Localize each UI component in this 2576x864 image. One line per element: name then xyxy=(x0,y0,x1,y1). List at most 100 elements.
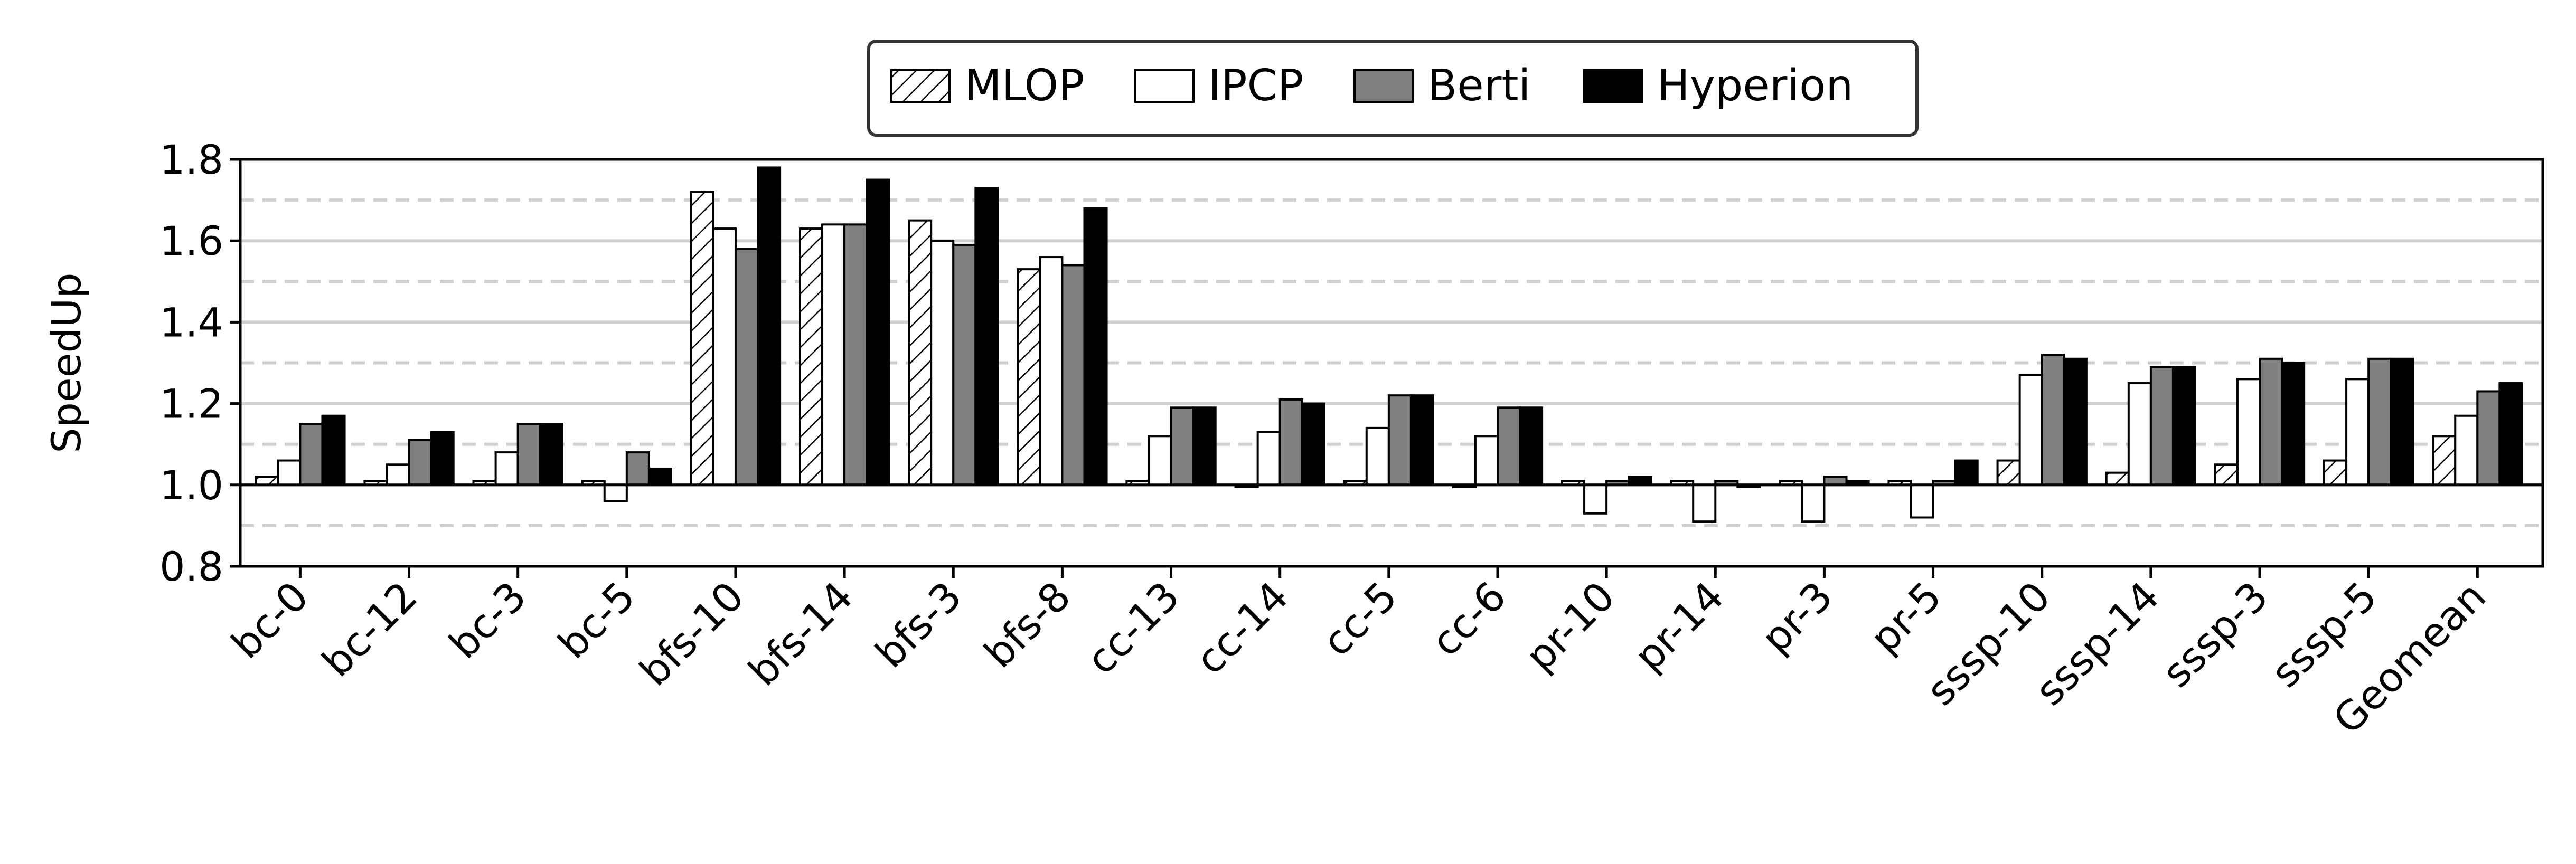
bar-mlop-bfs-8 xyxy=(1017,268,1041,486)
bar-hyperion-bc-0 xyxy=(321,414,346,486)
y-tick-label: 1.8 xyxy=(159,136,223,183)
bar-hyperion-bc-5 xyxy=(647,467,672,486)
bar-ipcp-bfs-8 xyxy=(1039,256,1064,486)
bar-ipcp-cc-13 xyxy=(1148,435,1172,486)
x-tick-label: cc-13 xyxy=(1077,573,1188,683)
x-tick-label: cc-5 xyxy=(1313,573,1406,666)
bar-berti-cc-5 xyxy=(1387,394,1412,486)
bar-ipcp-pr-10 xyxy=(1583,483,1608,515)
bar-hyperion-bc-12 xyxy=(430,431,455,486)
bar-berti-bc-3 xyxy=(516,423,541,486)
bar-hyperion-cc-13 xyxy=(1192,406,1217,486)
bar-berti-bc-0 xyxy=(299,423,324,486)
legend-label-hyperion: Hyperion xyxy=(1657,61,1853,111)
bar-berti-sssp-14 xyxy=(2149,366,2174,486)
bar-ipcp-bc-12 xyxy=(386,463,410,486)
bar-berti-bfs-14 xyxy=(843,223,868,486)
y-tick-label: 1.2 xyxy=(159,381,223,428)
y-tick-label: 1.6 xyxy=(159,217,223,264)
legend-swatch-mlop xyxy=(890,69,951,103)
bar-berti-geomean xyxy=(2476,390,2501,486)
legend: MLOP IPCP Berti Hyperion xyxy=(867,40,1919,137)
bar-ipcp-bc-0 xyxy=(277,459,302,486)
bar-berti-bfs-10 xyxy=(734,248,759,486)
x-tick-label: pr-10 xyxy=(1516,573,1623,680)
x-tick-label: bfs-10 xyxy=(631,573,753,695)
x-tick-label: cc-6 xyxy=(1422,573,1515,666)
bar-berti-cc-14 xyxy=(1278,398,1303,486)
bar-mlop-sssp-14 xyxy=(2105,471,2130,486)
x-tick-label: bc-5 xyxy=(549,573,644,668)
bar-ipcp-bfs-3 xyxy=(930,240,955,486)
x-tick-label: bfs-8 xyxy=(975,573,1080,677)
bar-hyperion-cc-5 xyxy=(1409,394,1434,486)
bar-hyperion-bfs-10 xyxy=(757,166,782,486)
bar-hyperion-bfs-14 xyxy=(866,178,890,486)
bar-ipcp-sssp-5 xyxy=(2345,378,2370,486)
bars xyxy=(240,166,2543,523)
bar-hyperion-geomean xyxy=(2498,382,2523,486)
bar-ipcp-cc-14 xyxy=(1256,431,1281,486)
bar-mlop-sssp-5 xyxy=(2323,459,2348,486)
bar-ipcp-cc-5 xyxy=(1365,426,1390,486)
bar-ipcp-bfs-14 xyxy=(821,223,846,486)
x-tick-label: bc-3 xyxy=(440,573,535,668)
x-tick-label: pr-3 xyxy=(1752,573,1841,662)
x-tick-label: pr-14 xyxy=(1625,573,1733,680)
bar-mlop-sssp-10 xyxy=(1996,459,2021,486)
bar-berti-bc-5 xyxy=(625,451,650,486)
bar-berti-sssp-10 xyxy=(2041,354,2065,486)
bar-hyperion-sssp-5 xyxy=(2390,357,2414,486)
y-axis-title: SpeedUp xyxy=(43,272,90,453)
bar-ipcp-bc-3 xyxy=(494,451,519,486)
bar-ipcp-bfs-10 xyxy=(712,227,737,486)
bar-mlop-sssp-3 xyxy=(2214,463,2239,486)
y-tick-label: 1.4 xyxy=(159,299,223,346)
legend-label-ipcp: IPCP xyxy=(1208,61,1303,111)
x-tick-label: bfs-14 xyxy=(739,573,862,695)
bar-hyperion-sssp-10 xyxy=(2063,357,2088,486)
bar-berti-bfs-3 xyxy=(952,243,977,486)
bar-hyperion-sssp-14 xyxy=(2171,366,2197,486)
bar-berti-cc-13 xyxy=(1170,406,1195,486)
bar-hyperion-bfs-3 xyxy=(974,186,999,486)
bar-hyperion-cc-6 xyxy=(1519,406,1544,486)
bar-ipcp-cc-6 xyxy=(1474,435,1499,486)
x-tick-label: sssp-3 xyxy=(2153,573,2277,697)
x-tick-label: sssp-14 xyxy=(2026,573,2168,715)
legend-swatch-ipcp xyxy=(1134,69,1195,103)
x-tick-label: bfs-3 xyxy=(866,573,971,677)
bar-berti-bc-12 xyxy=(408,439,433,486)
legend-swatch-hyperion xyxy=(1583,69,1643,103)
x-tick-label: bc-12 xyxy=(313,573,426,686)
bar-hyperion-bc-3 xyxy=(539,423,563,486)
bar-ipcp-bc-5 xyxy=(603,483,628,502)
bar-ipcp-sssp-3 xyxy=(2236,378,2261,486)
bar-hyperion-cc-14 xyxy=(1301,402,1325,486)
bar-berti-cc-6 xyxy=(1496,406,1521,486)
plot-frame xyxy=(239,158,2544,568)
bar-hyperion-sssp-3 xyxy=(2281,362,2306,486)
bar-ipcp-pr-14 xyxy=(1692,483,1717,523)
bar-berti-sssp-3 xyxy=(2259,357,2283,486)
bar-ipcp-pr-3 xyxy=(1801,483,1826,523)
bar-ipcp-sssp-14 xyxy=(2127,382,2152,486)
legend-swatch-berti xyxy=(1353,69,1414,103)
y-tick-label: 1.0 xyxy=(159,462,223,509)
bar-mlop-geomean xyxy=(2432,435,2457,486)
bar-ipcp-sssp-10 xyxy=(2018,374,2043,486)
bar-hyperion-bfs-8 xyxy=(1083,207,1108,486)
bar-ipcp-pr-5 xyxy=(1910,483,1934,519)
bar-ipcp-geomean xyxy=(2454,414,2479,486)
x-tick-label: cc-14 xyxy=(1187,573,1298,683)
bar-mlop-bfs-3 xyxy=(908,219,933,486)
y-tick-label: 0.8 xyxy=(159,543,223,590)
x-tick-label: bc-0 xyxy=(222,573,317,668)
bar-mlop-bfs-14 xyxy=(798,227,824,486)
legend-label-mlop: MLOP xyxy=(964,61,1085,111)
x-tick-label: pr-5 xyxy=(1861,573,1950,662)
y-axis: 0.8 1.0 1.2 1.4 1.6 1.8 xyxy=(159,136,240,590)
bar-berti-bfs-8 xyxy=(1061,264,1086,486)
